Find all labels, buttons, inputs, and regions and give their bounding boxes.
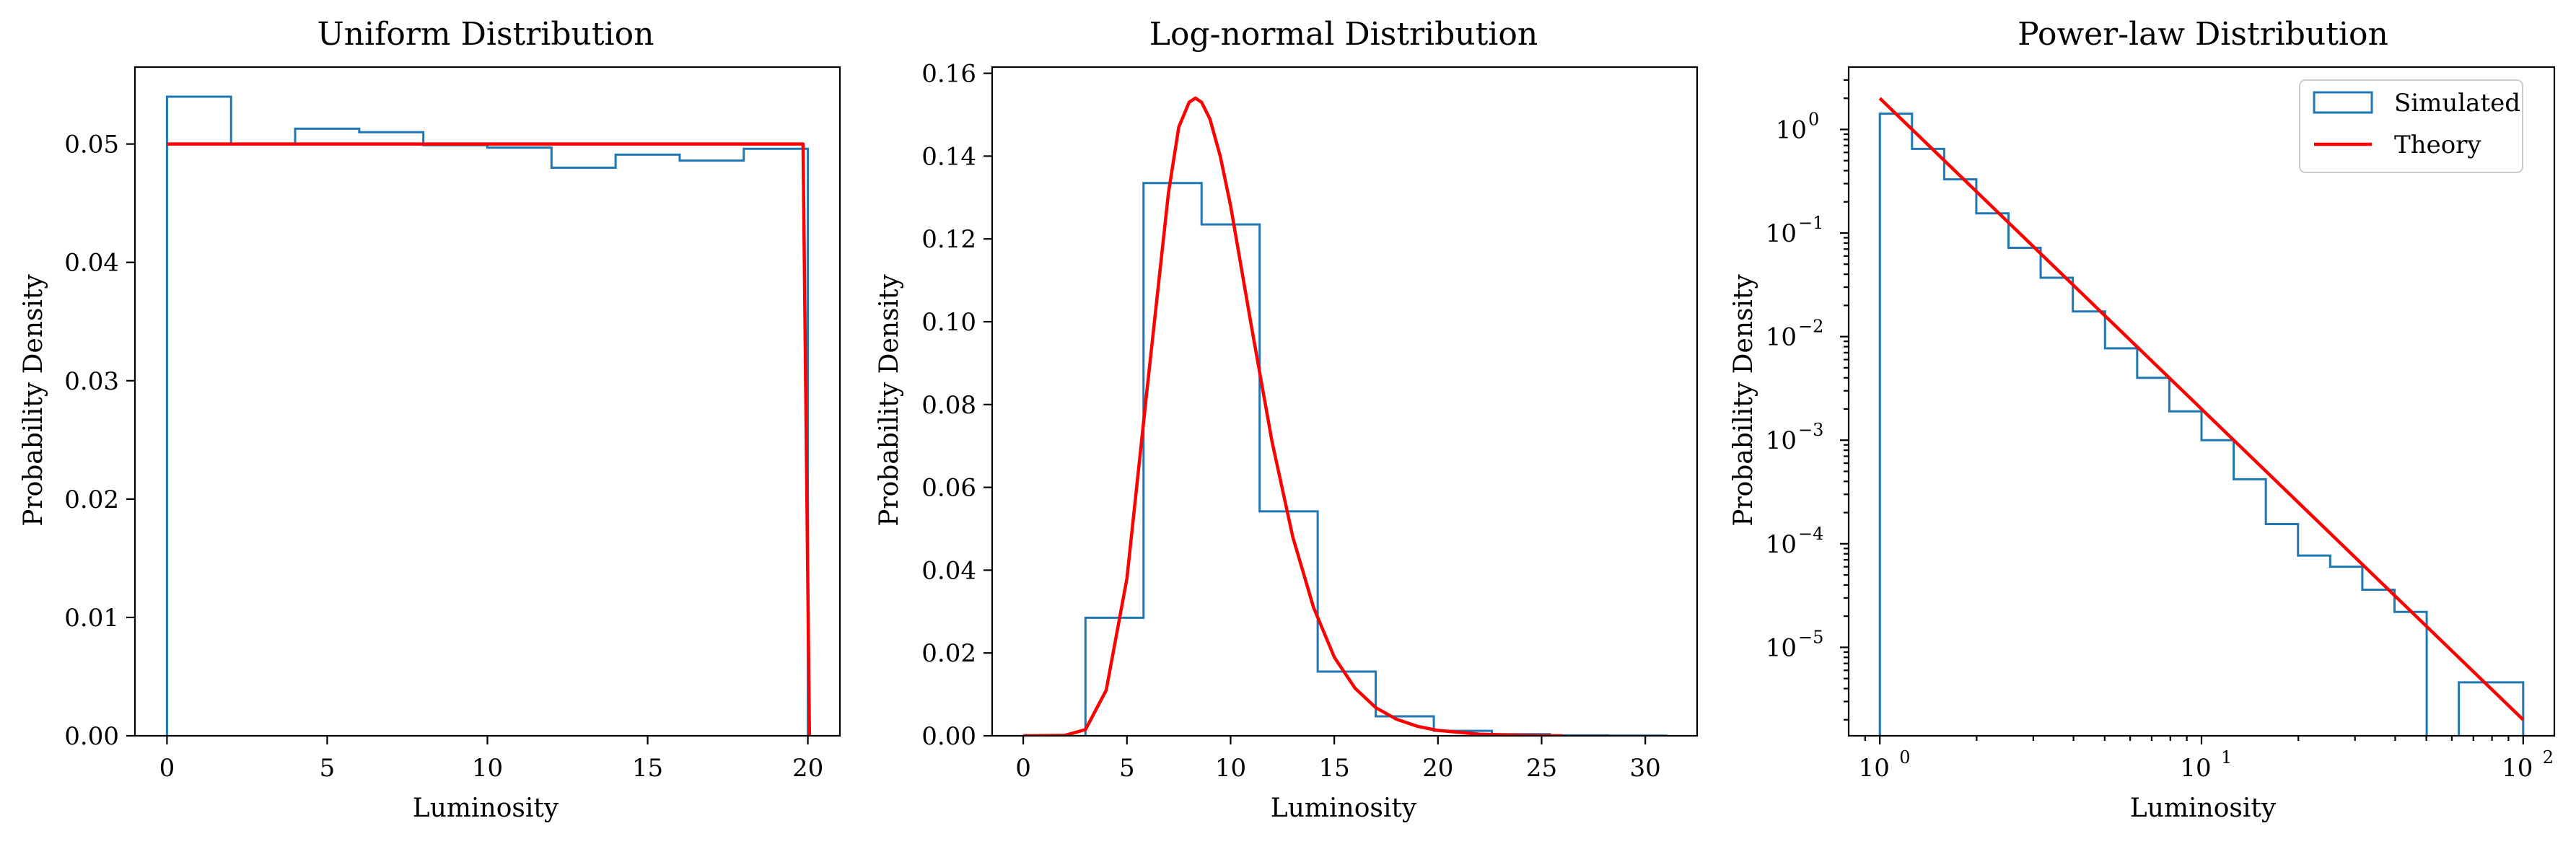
powerlaw-xtick-exponent: 2 xyxy=(2543,747,2554,768)
lognormal-ytick-label: 0.04 xyxy=(921,556,976,585)
powerlaw-ytick-label: 10 xyxy=(1766,530,1797,559)
powerlaw-panel: Power-law Distribution 10 0 10 1 10 210 −510 −4… xyxy=(1729,16,2556,823)
lognormal-ytick-label: 0.14 xyxy=(921,142,976,171)
legend-theory-label: Theory xyxy=(2394,131,2481,159)
uniform-title: Uniform Distribution xyxy=(317,16,654,53)
uniform-theory-line xyxy=(167,142,812,736)
uniform-xlabel: Luminosity xyxy=(413,794,559,823)
uniform-ytick-label: 0.05 xyxy=(64,131,119,159)
lognormal-panel: Log-normal Distribution 0 5 10 15 20 25 30 0.00… xyxy=(875,16,1699,823)
lognormal-ytick-label: 0.00 xyxy=(921,722,976,751)
lognormal-axes-frame xyxy=(991,66,1699,737)
powerlaw-ytick-exponent: −3 xyxy=(1798,420,1823,440)
powerlaw-xtick-exponent: 0 xyxy=(1899,747,1910,768)
uniform-xtick-label: 15 xyxy=(632,754,663,783)
powerlaw-ylabel: Probability Density xyxy=(1729,274,1758,527)
powerlaw-ytick-label: 10 xyxy=(1766,219,1797,248)
powerlaw-ytick-label: 10 xyxy=(1766,426,1797,455)
powerlaw-xtick-exponent: 1 xyxy=(2221,747,2232,768)
lognormal-xtick-label: 20 xyxy=(1422,754,1453,783)
lognormal-ylabel: Probability Density xyxy=(875,274,904,527)
lognormal-ytick-label: 0.06 xyxy=(921,474,976,503)
powerlaw-ytick-label: 10 xyxy=(1766,323,1797,352)
powerlaw-theory-line xyxy=(1878,97,2525,721)
powerlaw-xtick-label: 10 xyxy=(2180,754,2211,783)
lognormal-xtick-label: 0 xyxy=(1015,754,1031,783)
legend-simulated-swatch xyxy=(2313,91,2373,114)
powerlaw-ytick-label: 10 xyxy=(1766,633,1797,662)
powerlaw-plot-area: 10 0 10 1 10 210 −510 −410 −310 −210 −110 0 xyxy=(1766,66,2556,783)
lognormal-title: Log-normal Distribution xyxy=(1149,16,1538,53)
powerlaw-title: Power-law Distribution xyxy=(2018,16,2388,53)
uniform-xtick-label: 10 xyxy=(472,754,503,783)
lognormal-theory-line xyxy=(1023,96,1563,736)
legend-box xyxy=(2299,79,2523,173)
lognormal-xtick-label: 25 xyxy=(1526,754,1557,783)
powerlaw-ytick-exponent: −2 xyxy=(1798,317,1823,337)
lognormal-ytick-label: 0.02 xyxy=(921,639,976,668)
uniform-ytick-label: 0.04 xyxy=(64,249,119,278)
uniform-ylabel: Probability Density xyxy=(19,274,48,527)
lognormal-xtick-label: 30 xyxy=(1630,754,1661,783)
lognormal-ytick-label: 0.16 xyxy=(921,60,976,89)
lognormal-xlabel: Luminosity xyxy=(1271,794,1417,823)
uniform-ytick-label: 0.03 xyxy=(64,367,119,396)
powerlaw-histogram xyxy=(1878,113,2525,736)
lognormal-plot-area: 0 5 10 15 20 25 30 0.00 0.02 0.04 0.06 0.08 0.10 0.12… xyxy=(921,60,1699,783)
legend-simulated-label: Simulated xyxy=(2394,89,2520,118)
lognormal-ytick-label: 0.10 xyxy=(921,308,976,337)
uniform-xtick-label: 20 xyxy=(792,754,823,783)
powerlaw-ytick-exponent: −4 xyxy=(1798,524,1823,544)
uniform-xtick-label: 0 xyxy=(159,754,175,783)
powerlaw-ytick-label: 10 xyxy=(1776,115,1807,144)
uniform-ytick-label: 0.01 xyxy=(64,604,119,633)
legend: Simulated Theory xyxy=(2299,79,2523,173)
lognormal-ytick-label: 0.08 xyxy=(921,391,976,420)
powerlaw-ytick-exponent: 0 xyxy=(1808,109,1819,129)
powerlaw-xlabel: Luminosity xyxy=(2130,794,2277,823)
lognormal-xtick-label: 5 xyxy=(1119,754,1135,783)
lognormal-ytick-label: 0.12 xyxy=(921,225,976,254)
uniform-ytick-label: 0.02 xyxy=(64,485,119,514)
lognormal-xtick-label: 10 xyxy=(1215,754,1246,783)
powerlaw-xtick-label: 10 xyxy=(1859,754,1890,783)
uniform-ytick-label: 0.00 xyxy=(64,722,119,751)
powerlaw-xtick-label: 10 xyxy=(2502,754,2533,783)
uniform-panel: Uniform Distribution 0 5 10 15 20 0.00 0.01 0.0… xyxy=(19,16,841,823)
lognormal-xtick-label: 15 xyxy=(1318,754,1349,783)
uniform-plot-area: 0 5 10 15 20 0.00 0.01 0.02 0.03 0.04 0.05 xyxy=(64,66,841,783)
uniform-xtick-label: 5 xyxy=(320,754,336,783)
powerlaw-ytick-exponent: −5 xyxy=(1798,627,1823,647)
powerlaw-ytick-exponent: −1 xyxy=(1798,213,1823,233)
